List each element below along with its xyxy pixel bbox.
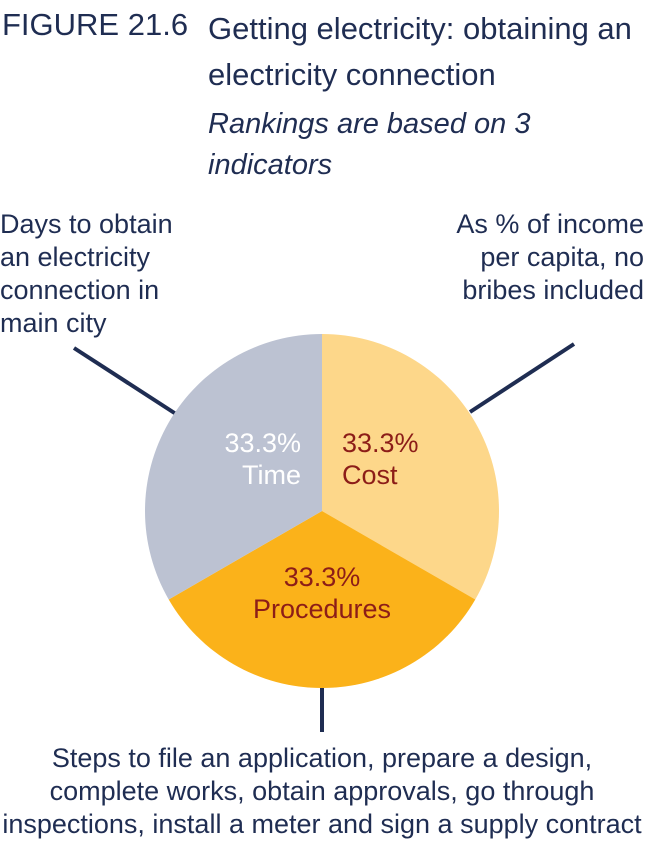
callout-cost: As % of income per capita, no bribes inc… bbox=[456, 209, 644, 305]
figure-title: Getting electricity: obtaining an electr… bbox=[208, 11, 632, 92]
callout-time: Days to obtain an electricity connection… bbox=[0, 209, 173, 338]
callout-procedures: Steps to file an application, prepare a … bbox=[2, 743, 642, 839]
pie-value-label-procedures: 33.3% bbox=[284, 562, 361, 592]
pie-category-label-cost: Cost bbox=[342, 460, 398, 490]
pie-category-label-time: Time bbox=[242, 460, 301, 490]
leader-line-cost bbox=[468, 342, 576, 414]
figure-subtitle: Rankings are based on 3 indicators bbox=[208, 108, 531, 181]
pie-slice-time bbox=[145, 334, 322, 600]
figure-number: FIGURE 21.6 bbox=[2, 7, 189, 42]
pie-value-label-time: 33.3% bbox=[224, 428, 301, 458]
pie-value-label-cost: 33.3% bbox=[342, 428, 419, 458]
pie-category-label-procedures: Procedures bbox=[253, 594, 391, 624]
pie-slice-cost bbox=[322, 334, 499, 600]
leader-line-time bbox=[72, 346, 178, 416]
